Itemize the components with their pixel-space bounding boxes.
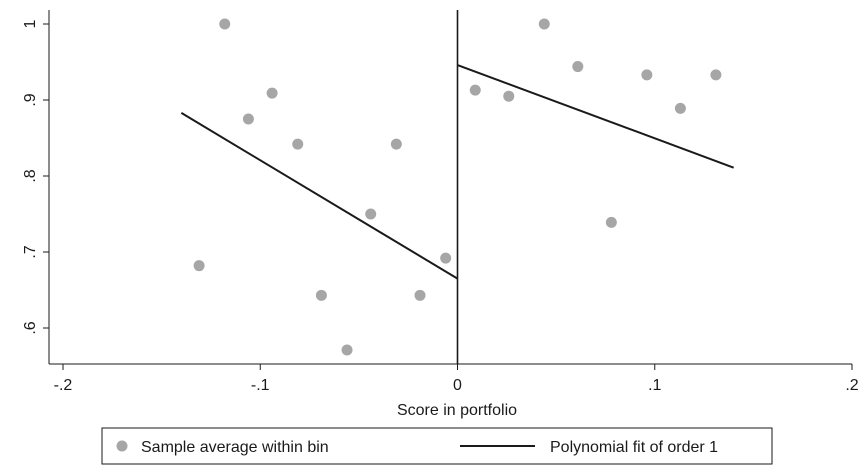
x-tick-label: -.1	[251, 377, 270, 394]
scatter-point	[365, 208, 377, 220]
x-tick-label: .1	[648, 377, 661, 394]
fit-line	[180, 112, 459, 280]
legend: Sample average within bin Polynomial fit …	[101, 427, 773, 465]
scatter-point	[414, 289, 426, 301]
y-tick-label: .7	[22, 245, 39, 258]
scatter-point	[538, 18, 550, 30]
x-tick-label: .2	[845, 377, 858, 394]
scatter-point	[219, 18, 231, 30]
scatter-point	[710, 69, 722, 81]
legend-box	[101, 427, 773, 465]
plot-area	[180, 10, 734, 364]
scatter-point	[572, 61, 584, 73]
scatter-point	[674, 102, 686, 114]
scatter-point	[266, 87, 278, 99]
scatter-point	[193, 260, 205, 272]
fit-line	[457, 64, 734, 169]
scatter-point	[605, 216, 617, 228]
scatter-point	[315, 289, 327, 301]
scatter-point	[503, 90, 515, 102]
x-axis-title: Score in portfolio	[397, 402, 517, 419]
y-tick-label: .9	[22, 93, 39, 106]
y-tick-label: 1	[22, 19, 39, 28]
legend-label-sample-average: Sample average within bin	[141, 439, 329, 456]
legend-label-polynomial-fit: Polynomial fit of order 1	[550, 439, 718, 456]
legend-dot-icon	[116, 440, 128, 452]
y-tick-label: .6	[22, 321, 39, 334]
scatter-point	[641, 69, 653, 81]
scatter-point	[292, 138, 304, 150]
scatter-point	[469, 84, 481, 96]
x-tick-label: 0	[453, 377, 462, 394]
scatter-point	[341, 344, 353, 356]
scatter-point	[242, 113, 254, 125]
scatter-point	[440, 252, 452, 264]
scatter-point	[390, 138, 402, 150]
y-tick-label: .8	[22, 169, 39, 182]
x-tick-label: -.2	[54, 377, 73, 394]
axes: .6 .7 .8 .9 1 -.2 -.1 0 .1 .2	[22, 10, 859, 394]
